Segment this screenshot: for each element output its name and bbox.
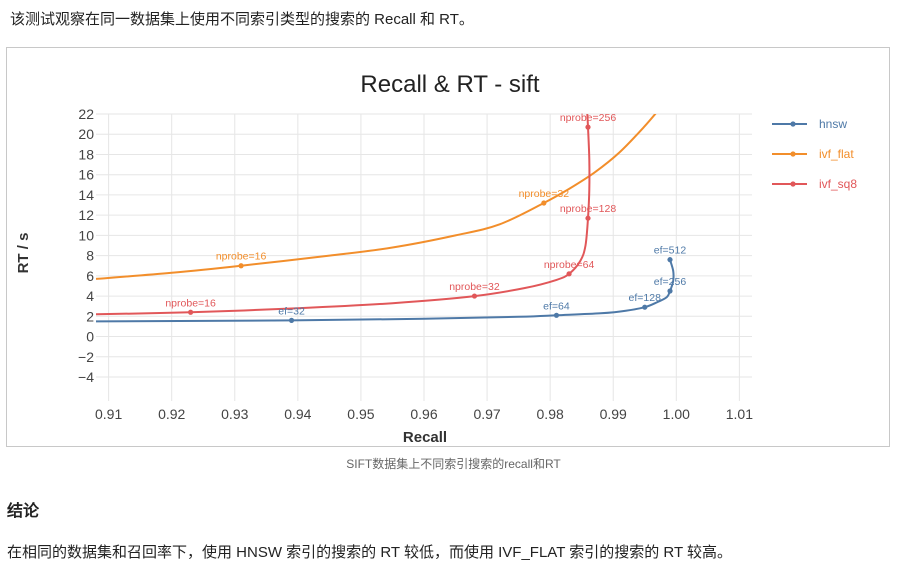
figure-caption: SIFT数据集上不同索引搜索的recall和RT <box>346 457 561 471</box>
legend-label: hnsw <box>819 117 847 131</box>
data-point-ivf_sq8[interactable] <box>585 215 591 221</box>
y-tick-label: 12 <box>78 207 94 223</box>
data-point-hnsw[interactable] <box>667 257 673 263</box>
x-tick-label: 0.94 <box>284 406 311 422</box>
grid <box>96 113 752 401</box>
y-tick-label: 18 <box>78 146 94 162</box>
intro-text: 该测试观察在同一数据集上使用不同索引类型的搜索的 Recall 和 RT。 <box>10 11 474 28</box>
data-label-hnsw: ef=128 <box>629 292 662 304</box>
data-label-hnsw: ef=256 <box>654 276 687 288</box>
data-point-ivf_flat[interactable] <box>541 200 547 206</box>
legend-label: ivf_flat <box>819 147 854 161</box>
data-label-ivf_flat: nprobe=32 <box>519 188 570 200</box>
y-tick-label: 16 <box>78 167 94 183</box>
series-line-ivf_sq8 <box>96 114 591 316</box>
y-tick-label: 10 <box>78 227 94 243</box>
data-point-ivf_flat[interactable] <box>238 263 244 269</box>
axis-ticks: −4 −2 0 2 4 6 8 10 12 14 16 18 20 22 0.91 0.92 0.93 0.94 0… <box>78 106 753 422</box>
y-axis-label: RT / s <box>15 233 32 274</box>
legend-item-ivf_flat[interactable]: ivf_flat <box>772 147 854 161</box>
legend-marker <box>790 181 796 187</box>
conclusion-text: 在相同的数据集和召回率下，使用 HNSW 索引的搜索的 RT 较低，而使用 IV… <box>7 544 733 561</box>
data-label-ivf_sq8: nprobe=32 <box>449 281 500 293</box>
x-tick-label: 0.99 <box>600 406 627 422</box>
data-point-hnsw[interactable] <box>288 317 295 323</box>
x-tick-label: 0.96 <box>410 406 437 422</box>
data-labels: ef=32 ef=64 ef=128 ef=256 ef=512 nprobe=16 npr… <box>165 112 686 317</box>
series-line-hnsw <box>96 259 675 323</box>
x-tick-label: 0.93 <box>221 406 248 422</box>
y-tick-label: 22 <box>78 106 94 122</box>
x-tick-label: 0.97 <box>473 406 500 422</box>
data-point-hnsw[interactable] <box>642 304 648 310</box>
y-tick-label: 6 <box>86 268 94 284</box>
y-tick-label: 4 <box>86 288 94 304</box>
x-tick-label: 0.91 <box>95 406 122 422</box>
chart-container: Recall & RT - sift −4 −2 0 2 4 6 8 10 12 14 16 18 20… <box>6 47 890 447</box>
data-label-ivf_sq8: nprobe=16 <box>165 297 216 309</box>
legend-item-ivf_sq8[interactable]: ivf_sq8 <box>772 177 857 191</box>
x-tick-label: 1.01 <box>726 406 753 422</box>
data-point-hnsw[interactable] <box>553 312 560 318</box>
data-point-ivf_sq8[interactable] <box>585 124 591 130</box>
x-tick-label: 0.95 <box>347 406 374 422</box>
data-label-ivf_sq8: nprobe=64 <box>544 259 595 271</box>
legend[interactable]: hnsw ivf_flat ivf_sq8 <box>772 117 857 191</box>
y-tick-label: −2 <box>78 349 94 365</box>
data-point-ivf_sq8[interactable] <box>566 271 572 277</box>
data-label-ivf_sq8: nprobe=128 <box>560 203 617 215</box>
recall-rt-chart: Recall & RT - sift −4 −2 0 2 4 6 8 10 12 14 16 18 20… <box>15 71 857 446</box>
data-point-ivf_sq8[interactable] <box>188 309 194 315</box>
section-heading: 结论 <box>7 503 40 520</box>
data-label-ivf_sq8: nprobe=256 <box>560 112 617 124</box>
y-tick-label: 14 <box>78 187 94 203</box>
data-markers <box>188 124 673 323</box>
data-point-ivf_sq8[interactable] <box>471 293 478 299</box>
x-axis-label: Recall <box>403 429 447 446</box>
data-label-hnsw: ef=512 <box>654 245 687 257</box>
legend-item-hnsw[interactable]: hnsw <box>772 117 847 131</box>
x-tick-label: 0.98 <box>537 406 564 422</box>
y-tick-label: 0 <box>86 329 94 345</box>
series-line-ivf_flat <box>96 114 657 280</box>
legend-marker <box>790 151 796 157</box>
data-label-ivf_flat: nprobe=16 <box>216 251 267 263</box>
y-tick-label: 8 <box>86 248 94 264</box>
legend-label: ivf_sq8 <box>819 177 857 191</box>
data-label-hnsw: ef=32 <box>278 305 305 317</box>
data-point-hnsw[interactable] <box>667 288 673 294</box>
y-tick-label: 20 <box>78 126 94 142</box>
x-tick-label: 0.92 <box>158 406 185 422</box>
chart-title: Recall & RT - sift <box>360 71 539 98</box>
x-tick-label: 1.00 <box>663 406 690 422</box>
legend-marker <box>790 121 796 127</box>
y-tick-label: 2 <box>86 308 94 324</box>
data-label-hnsw: ef=64 <box>543 300 570 312</box>
y-tick-label: −4 <box>78 369 94 385</box>
